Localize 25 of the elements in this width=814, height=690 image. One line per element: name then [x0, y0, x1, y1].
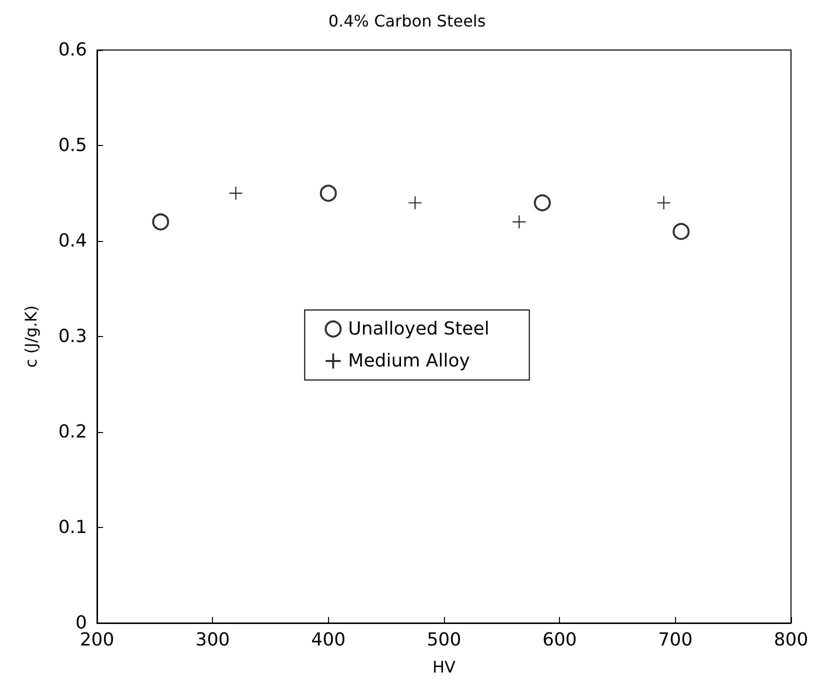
- point: [152, 213, 170, 230]
- x-axis-title: HV: [432, 658, 456, 676]
- y-tick-label: 0.3: [58, 326, 87, 347]
- legend-label: Medium Alloy: [348, 350, 470, 372]
- y-tick-label: 0.6: [58, 40, 87, 60]
- x-tick-label: 700: [658, 630, 693, 650]
- point: [320, 184, 337, 202]
- point: [408, 196, 422, 210]
- y-tick-label: 0.4: [58, 230, 87, 252]
- chart-title: 0.4% Carbon Steels: [328, 12, 486, 30]
- point: [656, 196, 671, 210]
- x-tick-label: 600: [542, 630, 577, 650]
- x-tick-label: 400: [311, 630, 346, 650]
- point: [228, 186, 243, 200]
- x-tick-label: 800: [774, 630, 808, 650]
- y-tick-label: 0.5: [58, 135, 87, 156]
- y-tick-label: 0.1: [58, 517, 87, 538]
- legend-label: Unalloyed Steel: [348, 318, 490, 340]
- x-tick-label: 500: [426, 630, 462, 650]
- y-axis-title: c (J/g.K): [22, 305, 40, 368]
- point: [672, 222, 690, 240]
- x-tick-label: 300: [195, 630, 230, 650]
- point: [512, 214, 526, 229]
- y-tick-label: 0.2: [58, 422, 87, 442]
- point: [534, 194, 551, 212]
